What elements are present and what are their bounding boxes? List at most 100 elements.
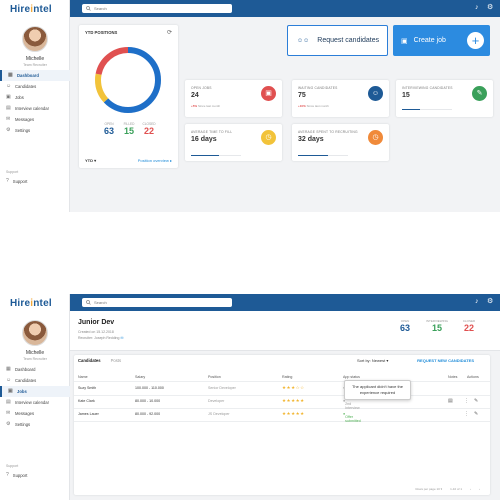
sidebar-item-dashboard[interactable]: ▦ Dashboard [0,70,70,81]
mail-icon: ✉ [6,116,11,122]
next-page-icon[interactable]: › [479,487,480,491]
sort-dropdown[interactable]: Sort by: Newest ▾ [357,358,389,363]
chat-icon: ✎ [472,86,487,101]
dashboard-icon: ▦ [8,72,13,78]
help-icon: ? [6,472,9,478]
table-row[interactable]: Suzy Smith 100.000 - 110.000 Senior Deve… [74,383,490,396]
job-stat-open: OPEN 63 [399,319,410,333]
topbar: ♪ ⚙ [70,294,500,311]
sidebar: Hireintel Michelle Team Recruiter ▦ Dashb… [0,294,70,500]
sidebar-item-settings[interactable]: ⚙ Settings [6,127,31,134]
sidebar-nav: ▦ Dashboard ☺ Candidates ▣ Jobs ▤ Interview … [0,364,70,430]
gear-icon: ⚙ [6,421,11,427]
avatar[interactable] [22,320,48,346]
tab-candidates[interactable]: Candidates [78,358,101,363]
help-icon: ? [6,178,9,184]
request-candidates-button[interactable]: ☺☺ Request candidates [287,25,388,56]
metric-average-spent-recruiting[interactable]: AVERAGE SPENT TO RECRUITING 32 days ◷ [292,124,389,161]
ytd-donut-chart [95,47,161,113]
sidebar-item-interview-calendar[interactable]: ▤ Interview calendar [6,399,49,406]
user-role: Team Recruiter [23,357,47,361]
settings-icon[interactable]: ⚙ [487,4,494,11]
sidebar-item-support[interactable]: ? Support [6,472,28,478]
sidebar-item-support[interactable]: ? Support [6,178,28,184]
sidebar-item-settings[interactable]: ⚙ Settings [6,421,31,428]
rating-stars[interactable]: ★★★☆☆ [282,385,305,390]
logo[interactable]: Hireintel [10,4,52,15]
bell-icon[interactable]: ♪ [475,298,479,305]
job-created: Created on 15.12.2018 [78,330,114,334]
pagination: Rows per page 10 ▾ 1-10 of 1 ‹ › [415,487,480,491]
logo[interactable]: Hireintel [10,298,52,309]
topbar: ♪ ⚙ [70,0,500,17]
edit-icon[interactable]: ✎ [474,411,479,417]
sidebar-item-messages[interactable]: ✉ Messages [6,116,35,123]
sidebar: Hireintel Michelle Team Recruiter ▦ Dashb… [0,0,70,212]
search-box[interactable] [82,4,232,13]
sidebar-item-messages[interactable]: ✉ Messages [6,410,35,417]
tab-posts[interactable]: Posts [110,358,122,363]
donut-segment-closed [95,47,161,113]
people-icon: ☺☺ [297,37,310,44]
search-input[interactable] [94,300,214,305]
create-job-button[interactable]: ▣ Create job + [393,25,490,56]
metric-interviewing-candidates[interactable]: INTERVIEWING CANDIDATES 15 ✎ [396,80,493,117]
notes-tooltip: The applicant didn't have the experience… [344,380,411,400]
search-input[interactable] [94,6,214,11]
ytd-positions-card: YTD POSITIONS ⟳ OPEN 63 FILLED 15 CLOSED… [79,25,178,168]
rating-stars[interactable]: ★★★★★ [282,411,305,416]
settings-icon[interactable]: ⚙ [487,298,494,305]
ytd-title: YTD POSITIONS [85,30,118,35]
period-select[interactable]: YTD ▾ [85,158,97,163]
sidebar-item-jobs[interactable]: ▣ Jobs [6,94,24,101]
search-icon [86,6,91,11]
edit-icon[interactable]: ✎ [474,398,479,404]
rating-stars[interactable]: ★★★★★ [282,398,305,403]
gear-icon: ⚙ [6,127,11,133]
clock-icon: ◷ [261,130,276,145]
sidebar-item-jobs[interactable]: ▣ Jobs [0,386,70,397]
ytd-stat-closed: CLOSED 22 [142,122,156,136]
job-stat-interviewing: INTERVIEWING 15 [426,319,448,333]
briefcase-icon: ▣ [261,86,276,101]
people-icon: ☺ [6,83,12,89]
search-box[interactable] [82,298,232,307]
avatar[interactable] [22,26,48,52]
job-detail-screen: Hireintel Michelle Team Recruiter ▦ Dashb… [0,294,500,500]
dashboard-icon: ▦ [6,366,11,372]
sidebar-item-dashboard[interactable]: ▦ Dashboard [6,366,36,373]
metric-waiting-candidates[interactable]: WAITING CANDIDATES 75 +10% Since last mo… [292,80,389,117]
dashboard-screen: Hireintel Michelle Team Recruiter ▦ Dashb… [0,0,500,212]
refresh-icon[interactable]: ⟳ [166,30,172,36]
sidebar-item-interview-calendar[interactable]: ▤ Interview calendar [6,105,49,112]
sidebar-item-candidates[interactable]: ☺ Candidates [6,83,37,90]
mail-icon: ✉ [6,410,11,416]
chat-icon[interactable]: ✉ [120,336,124,340]
table-row[interactable]: Kate Clark 80.000 - 10.000 Developer ★★★… [74,396,490,410]
sidebar-nav: ▦ Dashboard ☺ Candidates ▣ Jobs ▤ Interview … [0,70,70,136]
sidebar-item-candidates[interactable]: ☺ Candidates [6,377,37,384]
support-section-label: Support [6,170,19,174]
calendar-icon: ▤ [6,399,11,405]
notes-icon[interactable]: ▤ [448,398,453,404]
briefcase-icon: ▣ [8,388,13,394]
briefcase-icon: ▣ [6,94,11,100]
prev-page-icon[interactable]: ‹ [470,487,471,491]
position-overview-link[interactable]: Position overview ▸ [137,158,172,163]
progress-bar [298,155,348,157]
bell-icon[interactable]: ♪ [475,4,479,11]
ytd-stat-filled: FILLED 15 [123,122,135,136]
clock-icon: ◷ [368,130,383,145]
metric-average-time-to-fill[interactable]: AVERAGE TIME TO FILL 16 days ◷ [185,124,282,161]
more-icon[interactable]: ⋮ [464,398,469,404]
briefcase-icon: ▣ [401,37,408,45]
job-stat-closed: CLOSED 22 [462,319,476,333]
table-row[interactable]: James Lauer 80.000 - 92.000 JS Developer… [74,409,490,423]
progress-bar [402,109,452,111]
metric-open-jobs[interactable]: OPEN JOBS 24 +5% Since last month ▣ [185,80,282,117]
job-header: Junior Dev Created on 15.12.2018 Recruit… [70,311,500,351]
user-name: Michelle [25,350,45,356]
user-role: Team Recruiter [23,63,47,67]
more-icon[interactable]: ⋮ [464,411,469,417]
request-new-candidates-button[interactable]: REQUEST NEW CANDIDATES [417,358,474,363]
